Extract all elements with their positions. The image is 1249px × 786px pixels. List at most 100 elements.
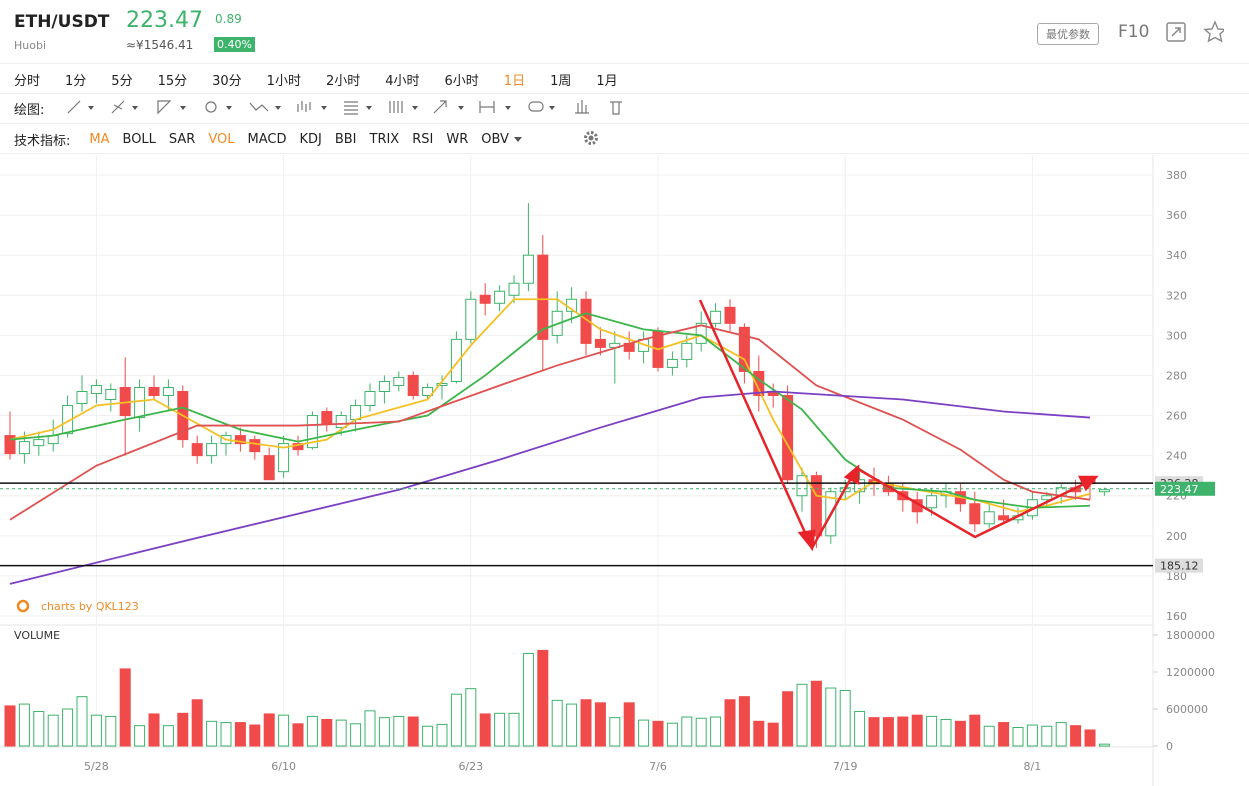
candle-body (306, 415, 318, 449)
volume-bar (134, 725, 146, 747)
volume-bar (983, 725, 995, 747)
measure-tool[interactable] (479, 101, 495, 113)
volume-bar (249, 724, 261, 747)
indicator-tab[interactable]: MA (89, 132, 110, 147)
watermark-logo (16, 599, 30, 613)
ma-line (9, 324, 1091, 521)
indicator-tab[interactable]: WR (446, 132, 469, 147)
x-tick-label: 6/23 (458, 760, 483, 773)
annotation-arrows (698, 299, 1099, 552)
y-tick-label: 280 (1166, 369, 1187, 382)
indicator-tab[interactable]: OBV (481, 132, 509, 147)
last-price-label: 223.47 (1160, 483, 1199, 496)
indicator-tab[interactable]: RSI (412, 132, 434, 147)
volume-bar (4, 705, 16, 747)
fib-tool[interactable] (344, 101, 358, 115)
interval-tab[interactable]: 1小时 (266, 74, 301, 89)
dropdown-caret[interactable] (513, 137, 522, 142)
line-tool[interactable] (67, 100, 81, 114)
candle-body (508, 282, 520, 296)
candle-body (450, 338, 462, 382)
indicator-tab[interactable]: MACD (247, 132, 287, 147)
interval-tab[interactable]: 30分 (212, 74, 242, 89)
interval-tab[interactable]: 15分 (157, 74, 188, 89)
interval-tab[interactable]: 4小时 (385, 74, 420, 89)
ray-tool[interactable] (111, 100, 125, 114)
star-icon[interactable] (1203, 20, 1224, 43)
wave-tool[interactable] (249, 102, 269, 112)
pattern-tool[interactable] (297, 101, 311, 112)
volume-bar (537, 649, 549, 747)
settings-icon[interactable] (582, 129, 600, 147)
interval-tab[interactable]: 分时 (14, 74, 41, 89)
candle-body (695, 322, 707, 344)
candle-body (810, 475, 822, 537)
volume-bar (638, 719, 650, 747)
candle-body (378, 380, 390, 392)
indicator-tab[interactable]: SAR (168, 132, 196, 147)
volume-tick-label: 0 (1166, 740, 1173, 753)
volume-bar (753, 720, 765, 747)
volume-bar (666, 722, 678, 747)
polyline-tool[interactable] (157, 100, 172, 115)
candle-body (105, 388, 117, 401)
level-tag (1155, 558, 1203, 573)
arrow-tool[interactable] (433, 100, 447, 114)
interval-tab[interactable]: 5分 (111, 74, 133, 89)
interval-tab[interactable]: 1周 (550, 74, 572, 89)
exchange: Huobi (14, 39, 47, 52)
y-tick-label: 180 (1166, 570, 1187, 583)
divider (0, 93, 1249, 94)
indicator-tab[interactable]: KDJ (299, 132, 322, 147)
x-tick-label: 8/1 (1024, 760, 1042, 773)
candle-body (278, 443, 290, 473)
shape-tool[interactable] (205, 101, 217, 113)
expand-icon[interactable] (1166, 22, 1186, 42)
note-tool[interactable] (528, 101, 544, 112)
y-tick-label: 240 (1166, 450, 1187, 463)
volume-bar (105, 715, 117, 747)
volume-bar (710, 716, 722, 747)
visibility-tool[interactable] (575, 100, 589, 114)
volume-bar (623, 702, 635, 747)
candle-body (710, 310, 722, 324)
ma-line (9, 312, 1091, 509)
volume-bar (407, 716, 419, 747)
candle-body (494, 290, 506, 304)
candle-body (926, 495, 938, 509)
volume-bar (234, 722, 246, 747)
volume-bar (796, 683, 808, 747)
volume-bar (162, 725, 174, 747)
candle-body (134, 386, 146, 419)
indicator-tab[interactable]: BOLL (122, 132, 156, 147)
f10-button[interactable]: F10 (1118, 22, 1150, 42)
gann-tool[interactable] (389, 101, 403, 113)
interval-tab[interactable]: 6小时 (444, 74, 479, 89)
indicator-tab[interactable]: TRIX (369, 132, 400, 147)
candle-body (969, 503, 981, 525)
interval-tab[interactable]: 2小时 (325, 74, 361, 89)
volume-bar (335, 719, 347, 747)
volume-bar (652, 720, 664, 747)
indicator-tab[interactable]: VOL (208, 132, 235, 147)
params-button[interactable]: 最优参数 (1037, 23, 1099, 45)
volume-bar (206, 720, 218, 747)
candle-body (422, 386, 434, 396)
chart: charts by QKL123 VOLUME 1601802002202402… (0, 155, 1215, 786)
indicator-tab[interactable]: BBI (334, 132, 357, 147)
volume-bar (594, 702, 606, 747)
candle-body (393, 376, 405, 386)
y-tick-label: 380 (1166, 169, 1187, 182)
interval-tab[interactable]: 1分 (65, 74, 87, 89)
interval-tab[interactable]: 1月 (596, 74, 618, 89)
volume-bar (393, 715, 405, 747)
volume-bar (76, 696, 88, 747)
volume-bar (47, 714, 59, 747)
interval-tab[interactable]: 1日 (503, 74, 526, 89)
candle-body (479, 294, 491, 304)
arrow-path (698, 299, 857, 551)
volume-bar (378, 717, 390, 747)
volume-bar (609, 717, 621, 747)
candle-body (594, 338, 606, 348)
delete-tool[interactable] (610, 101, 622, 115)
